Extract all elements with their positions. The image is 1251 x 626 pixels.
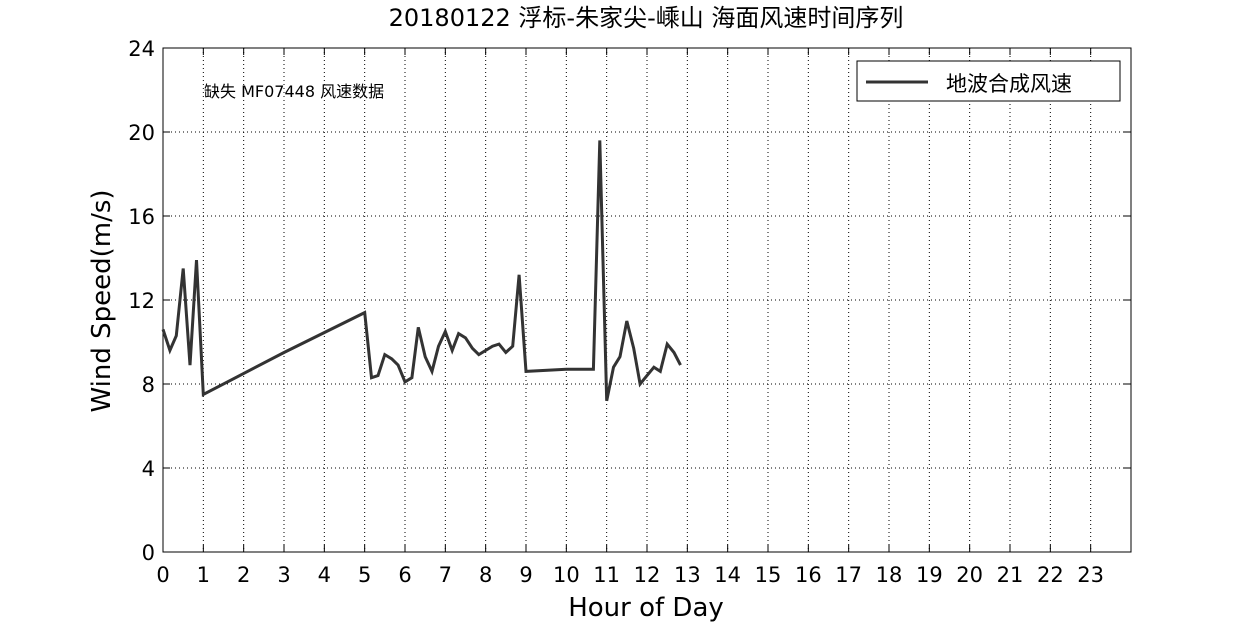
x-tick-label: 18 — [876, 563, 903, 587]
x-tick-label: 11 — [593, 563, 620, 587]
x-tick-label: 14 — [714, 563, 741, 587]
x-tick-label: 22 — [1037, 563, 1064, 587]
x-tick-label: 9 — [519, 563, 532, 587]
legend: 地波合成风速 — [856, 60, 1121, 102]
y-tick-label: 24 — [128, 37, 155, 61]
x-tick-label: 4 — [318, 563, 331, 587]
x-tick-label: 16 — [795, 563, 822, 587]
series-line — [161, 140, 682, 402]
x-tick-label: 1 — [197, 563, 210, 587]
y-tick-label: 20 — [128, 121, 155, 145]
y-tick-label: 0 — [142, 541, 155, 565]
x-tick-label: 2 — [237, 563, 250, 587]
x-tick-label: 15 — [755, 563, 782, 587]
series-group — [161, 140, 682, 402]
x-tick-label: 3 — [277, 563, 290, 587]
x-tick-label: 6 — [398, 563, 411, 587]
x-tick-label: 20 — [956, 563, 983, 587]
x-tick-label: 5 — [358, 563, 371, 587]
x-tick-label: 19 — [916, 563, 943, 587]
x-tick-label: 7 — [439, 563, 452, 587]
y-tick-label: 8 — [142, 373, 155, 397]
x-tick-label: 13 — [674, 563, 701, 587]
x-tick-label: 10 — [553, 563, 580, 587]
x-tick-label: 21 — [997, 563, 1024, 587]
y-tick-label: 12 — [128, 289, 155, 313]
x-tick-label: 23 — [1077, 563, 1104, 587]
x-axis-label: Hour of Day — [568, 593, 724, 623]
y-axis-label: Wind Speed(m/s) — [87, 189, 117, 412]
axis-ticks: 0 1 2 3 4 5 6 7 8 9 10 11 12 13 14 15 16 17 18 19 20 21 22 2304… — [128, 37, 1131, 587]
y-tick-label: 16 — [128, 205, 155, 229]
legend-entry-label: 地波合成风速 — [946, 72, 1072, 96]
chart-title: 20180122 浮标-朱家尖-嵊山 海面风速时间序列 — [389, 4, 904, 32]
x-tick-label: 17 — [835, 563, 862, 587]
x-tick-label: 0 — [156, 563, 169, 587]
x-tick-label: 12 — [634, 563, 661, 587]
missing-data-annotation: 缺失 MF07448 风速数据 — [204, 82, 384, 101]
grid-lines — [163, 48, 1131, 552]
x-tick-label: 8 — [479, 563, 492, 587]
y-tick-label: 4 — [142, 457, 155, 481]
